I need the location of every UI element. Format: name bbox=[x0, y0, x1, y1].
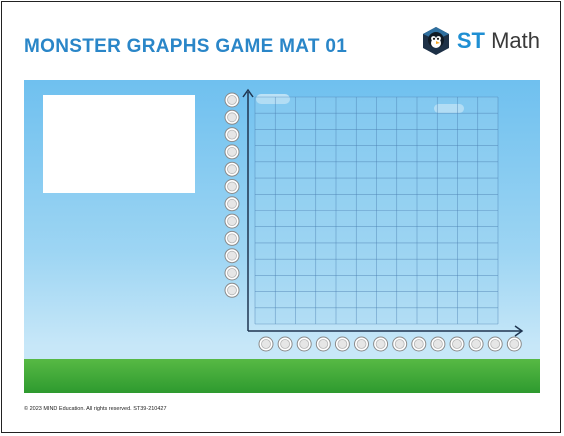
y-axis-slot[interactable] bbox=[224, 161, 240, 177]
x-axis-slot[interactable] bbox=[411, 336, 427, 352]
y-axis-slot[interactable] bbox=[224, 265, 240, 281]
x-axis-slot[interactable] bbox=[506, 336, 522, 352]
y-axis-slot[interactable] bbox=[224, 109, 240, 125]
x-axis-slot[interactable] bbox=[277, 336, 293, 352]
y-axis-slot[interactable] bbox=[224, 282, 240, 298]
y-axis-slot[interactable] bbox=[224, 179, 240, 194]
brand-math: Math bbox=[491, 28, 540, 53]
x-axis-slot[interactable] bbox=[315, 336, 331, 352]
cloud-decoration bbox=[434, 104, 464, 113]
x-axis-slots bbox=[258, 336, 522, 352]
y-axis-slot[interactable] bbox=[224, 127, 240, 143]
penguin-logo-icon bbox=[422, 27, 449, 55]
grass-strip bbox=[24, 359, 540, 393]
page-title: MONSTER GRAPHS GAME MAT 01 bbox=[24, 36, 348, 57]
y-axis-slot[interactable] bbox=[224, 213, 240, 229]
y-axis-slots bbox=[224, 92, 240, 298]
y-axis-slot[interactable] bbox=[224, 144, 240, 160]
y-axis-slot[interactable] bbox=[224, 230, 240, 246]
x-axis-slot[interactable] bbox=[468, 336, 484, 352]
brand-wordmark: ST Math bbox=[457, 28, 540, 54]
x-axis-slot[interactable] bbox=[449, 336, 465, 352]
coordinate-grid bbox=[254, 96, 499, 325]
x-axis-slot[interactable] bbox=[334, 336, 350, 352]
y-axis-slot[interactable] bbox=[224, 248, 240, 264]
x-axis-slot[interactable] bbox=[487, 336, 503, 352]
x-axis-arrow bbox=[514, 325, 524, 337]
x-axis-slot[interactable] bbox=[258, 336, 274, 352]
y-axis-slot[interactable] bbox=[224, 92, 240, 108]
copyright-text: © 2023 MIND Education. All rights reserv… bbox=[24, 406, 167, 412]
cloud-decoration bbox=[256, 94, 290, 104]
x-axis-slot[interactable] bbox=[296, 336, 312, 352]
brand-st: ST bbox=[456, 28, 485, 53]
graph-axes bbox=[242, 88, 524, 337]
x-axis-slot[interactable] bbox=[392, 336, 408, 352]
x-axis-slot[interactable] bbox=[354, 336, 369, 352]
x-axis-slot[interactable] bbox=[430, 336, 446, 352]
x-axis-slot[interactable] bbox=[373, 336, 389, 352]
y-axis-slot[interactable] bbox=[224, 196, 240, 212]
brand-logo: ST Math bbox=[421, 24, 540, 58]
blank-card[interactable] bbox=[43, 95, 195, 193]
y-axis-arrow bbox=[242, 88, 254, 98]
